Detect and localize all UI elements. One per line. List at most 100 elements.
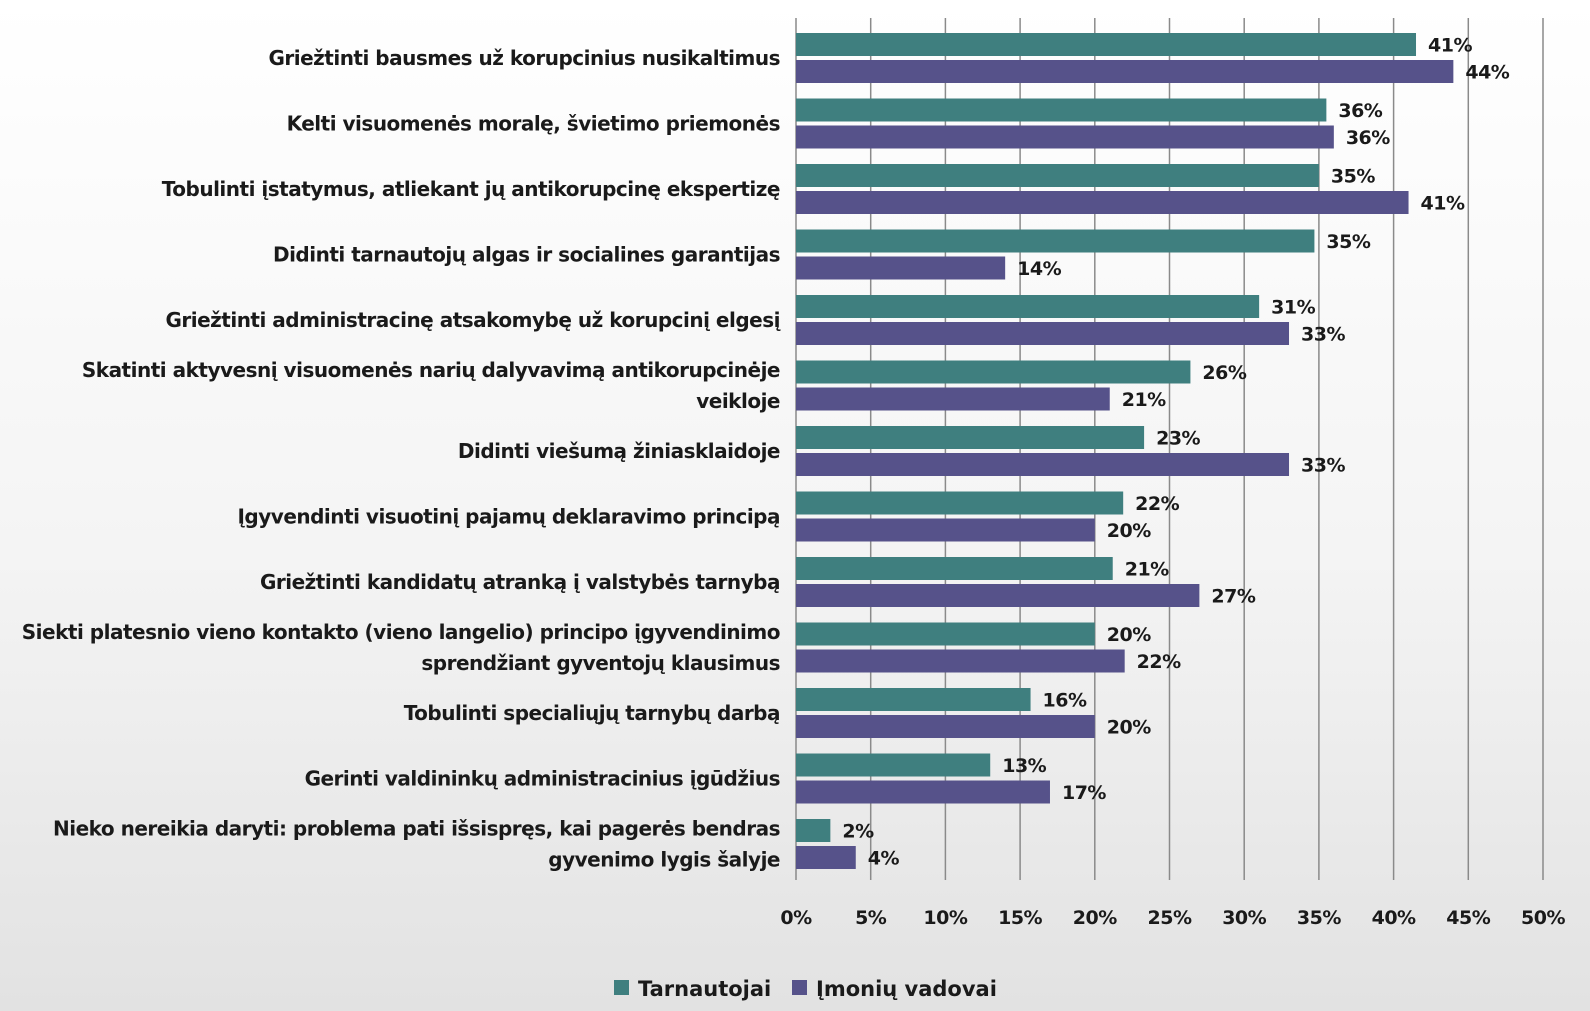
category-label-line: Nieko nereikia daryti: problema pati išs… [53,817,780,841]
bar-9-1 [796,649,1125,673]
bar-12-0 [796,819,831,842]
category-label-1: Kelti visuomenės moralę, švietimo priemo… [287,112,780,136]
x-tick-label-0: 0% [780,907,812,929]
category-label-line: Tobulinti specialiųjų tarnybų darbą [404,701,780,725]
x-tick-label-2: 10% [923,907,967,929]
category-labels: Griežtinti bausmes už korupcinius nusika… [22,46,781,872]
category-label-4: Griežtinti administracinę atsakomybę už … [165,308,780,332]
legend-label-imoniu-vadovai: Įmonių vadovai [816,977,997,1001]
legend-swatch-tarnautojai [614,980,629,995]
bar-12-1 [796,846,856,869]
value-label-1-0: 36% [1338,100,1382,122]
value-label-3-1: 14% [1017,258,1061,280]
value-label-9-1: 22% [1137,651,1181,673]
x-tick-label-8: 40% [1372,907,1416,929]
x-tick-label-10: 50% [1521,907,1565,929]
category-label-line: Įgyvendinti visuotinį pajamų deklaravimo… [237,505,780,529]
category-label-6: Didinti viešumą žiniasklaidoje [458,439,780,463]
value-label-8-1: 27% [1211,586,1255,608]
category-label-line: Gerinti valdininkų administracinius įgūd… [305,767,780,791]
x-tick-label-1: 5% [855,907,887,929]
value-label-7-1: 20% [1107,520,1151,542]
legend: Tarnautojai Įmonių vadovai [614,977,997,1001]
category-label-2: Tobulinti įstatymus, atliekant jų antiko… [162,177,780,201]
category-label-12: Nieko nereikia daryti: problema pati išs… [53,817,780,872]
bar-0-0 [796,33,1417,56]
bar-1-1 [796,125,1334,149]
value-label-3-0: 35% [1326,231,1370,253]
x-tick-label-6: 30% [1222,907,1266,929]
x-tick-label-5: 25% [1148,907,1192,929]
bar-11-1 [796,780,1050,804]
bar-11-0 [796,753,991,777]
category-label-line: Siekti platesnio vieno kontakto (vieno l… [22,620,780,644]
value-labels: 41% 44% 36% 36% 35% 41% 35% 14% 31% 33% 26% 21% 23% 3… [842,35,1510,870]
category-label-line: Didinti tarnautojų algas ir socialines g… [273,243,780,267]
value-label-6-1: 33% [1301,455,1345,477]
legend-label-tarnautojai: Tarnautojai [638,977,771,1001]
value-label-10-1: 20% [1107,717,1151,739]
category-label-7: Įgyvendinti visuotinį pajamų deklaravimo… [237,505,780,529]
category-label-11: Gerinti valdininkų administracinius įgūd… [305,767,780,791]
value-label-5-0: 26% [1202,362,1246,384]
bars [796,33,1454,869]
bar-5-0 [796,360,1191,384]
value-label-12-1: 4% [868,848,900,870]
bar-1-0 [796,98,1327,122]
value-label-11-0: 13% [1002,755,1046,777]
value-label-10-0: 16% [1043,690,1087,712]
bar-8-0 [796,557,1113,580]
bar-2-0 [796,164,1319,187]
x-tick-label-3: 15% [998,907,1042,929]
x-tick-label-9: 45% [1446,907,1490,929]
category-label-8: Griežtinti kandidatų atranką į valstybės… [260,570,780,594]
category-label-line: Griežtinti administracinę atsakomybę už … [165,308,780,332]
category-label-line: Didinti viešumą žiniasklaidoje [458,439,780,463]
bar-7-0 [796,491,1124,515]
category-label-5: Skatinti aktyvesnį visuomenės narių daly… [82,358,780,413]
bar-5-1 [796,387,1110,411]
value-label-4-0: 31% [1271,297,1315,319]
value-label-4-1: 33% [1301,324,1345,346]
value-label-2-0: 35% [1331,166,1375,188]
bar-3-0 [796,229,1315,253]
category-label-0: Griežtinti bausmes už korupcinius nusika… [268,46,780,70]
bar-10-1 [796,715,1095,738]
legend-swatch-imoniu-vadovai [792,980,807,995]
bar-0-1 [796,60,1454,83]
bar-7-1 [796,518,1095,542]
bar-4-0 [796,295,1260,318]
category-label-line: veikloje [696,389,780,413]
bar-6-0 [796,426,1145,449]
bar-8-1 [796,584,1200,607]
bar-4-1 [796,322,1290,345]
bar-6-1 [796,453,1290,476]
value-label-11-1: 17% [1062,782,1106,804]
value-label-2-1: 41% [1421,193,1465,215]
category-label-line: Tobulinti įstatymus, atliekant jų antiko… [162,177,780,201]
x-axis-tick-labels: 0% 5% 10% 15% 20% 25% 30% 35% 40% 45% 50% [780,907,1566,929]
value-label-0-0: 41% [1428,35,1472,57]
value-label-1-1: 36% [1346,127,1390,149]
category-label-9: Siekti platesnio vieno kontakto (vieno l… [22,620,780,675]
category-label-line: Griežtinti bausmes už korupcinius nusika… [268,46,780,70]
value-label-0-1: 44% [1465,62,1509,84]
value-label-7-0: 22% [1135,493,1179,515]
category-label-3: Didinti tarnautojų algas ir socialines g… [273,243,780,267]
bar-10-0 [796,688,1031,711]
value-label-5-1: 21% [1122,389,1166,411]
category-label-10: Tobulinti specialiųjų tarnybų darbą [404,701,780,725]
category-label-line: Griežtinti kandidatų atranką į valstybės… [260,570,780,594]
bar-9-0 [796,622,1095,646]
category-label-line: Skatinti aktyvesnį visuomenės narių daly… [82,358,780,382]
x-tick-label-7: 35% [1297,907,1341,929]
bar-3-1 [796,256,1006,280]
category-label-line: sprendžiant gyventojų klausimus [421,651,780,675]
bar-2-1 [796,191,1409,214]
value-label-8-0: 21% [1125,559,1169,581]
category-label-line: gyvenimo lygis šalyje [548,848,780,872]
category-label-line: Kelti visuomenės moralę, švietimo priemo… [287,112,780,136]
value-label-12-0: 2% [842,821,874,843]
value-label-9-0: 20% [1107,624,1151,646]
